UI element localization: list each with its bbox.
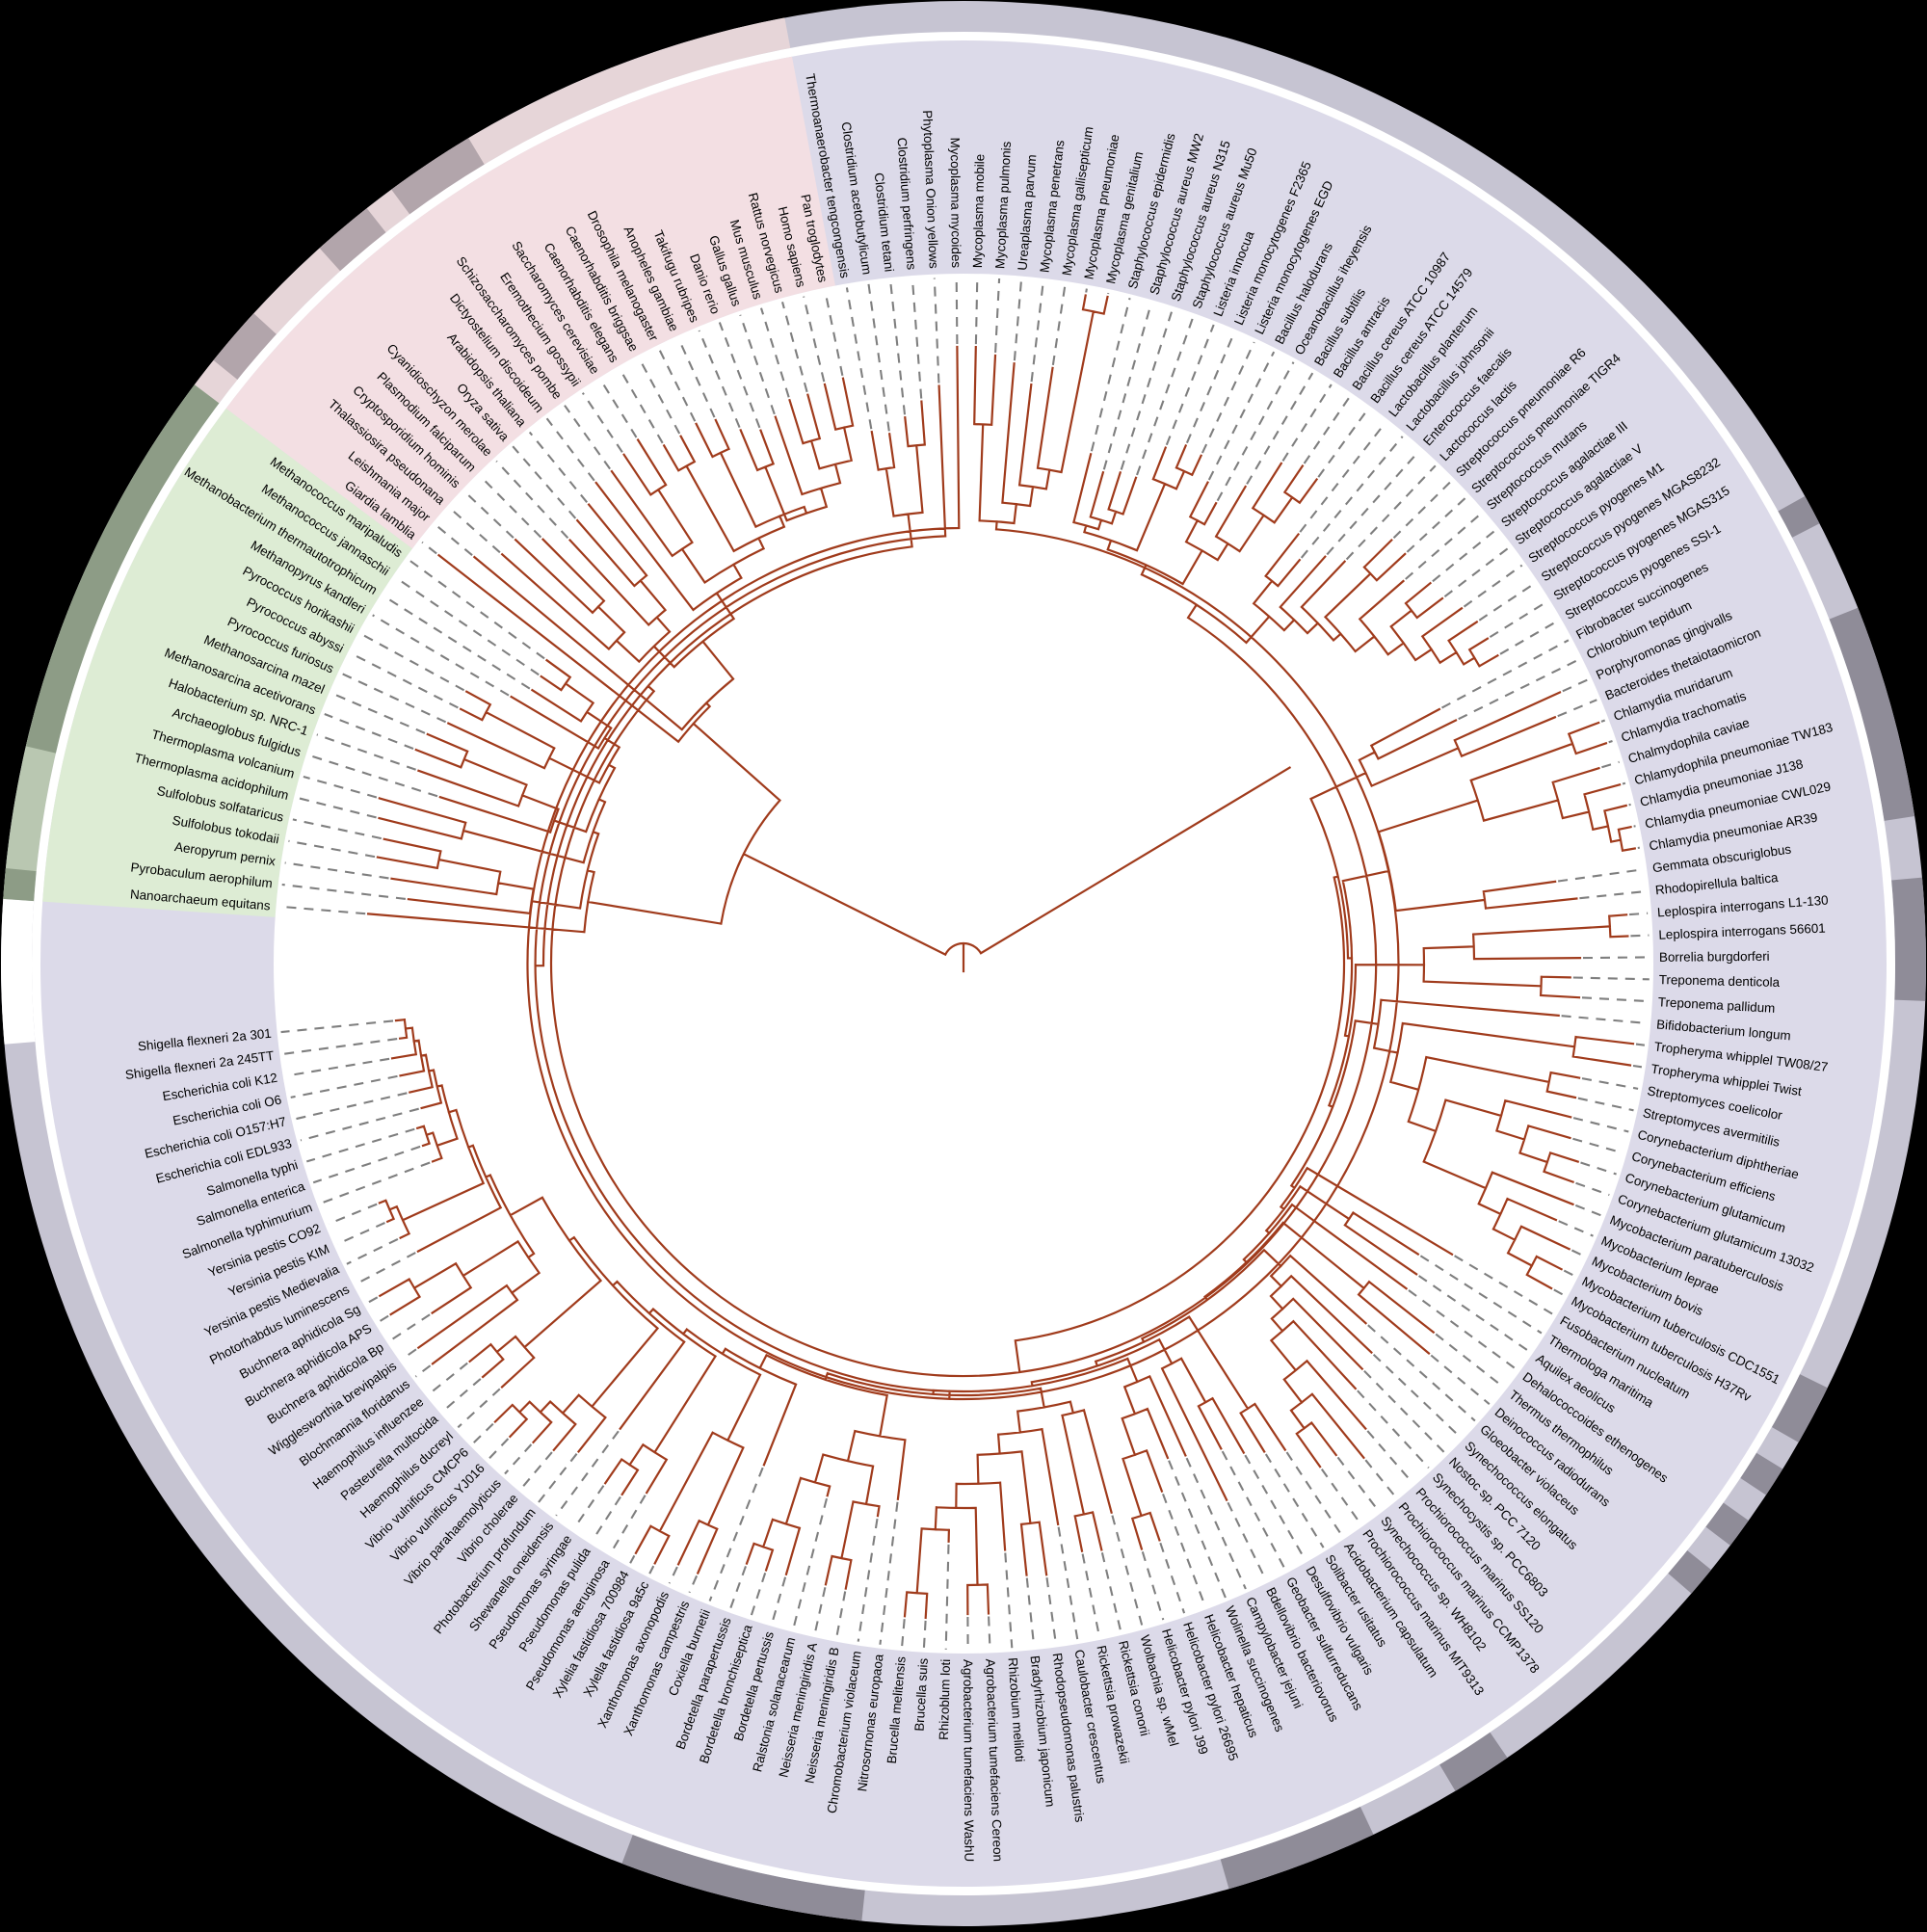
svg-text:Rhizoblum loti: Rhizoblum loti (937, 1659, 953, 1740)
svg-text:Leplospira interrogans 56601: Leplospira interrogans 56601 (1658, 921, 1826, 942)
svg-text:Borrelia burgdorferi: Borrelia burgdorferi (1659, 949, 1770, 965)
svg-text:Mycoplasma pulmonis: Mycoplasma pulmonis (992, 141, 1014, 269)
svg-text:Mycoplasma mycoides: Mycoplasma mycoides (948, 138, 964, 269)
svg-text:Treponema pallidum: Treponema pallidum (1657, 994, 1775, 1016)
svg-text:Mycoplasma mobile: Mycoplasma mobile (970, 154, 987, 269)
svg-text:Brucella suis: Brucella suis (911, 1657, 930, 1732)
svg-text:Agrobacterium tumefaciens Wash: Agrobacterium tumefaciens WashU (961, 1659, 976, 1862)
svg-text:Treponema denticola: Treponema denticola (1659, 972, 1781, 990)
svg-text:Phytoplasma Onion yellows: Phytoplasma Onion yellows (920, 110, 941, 269)
